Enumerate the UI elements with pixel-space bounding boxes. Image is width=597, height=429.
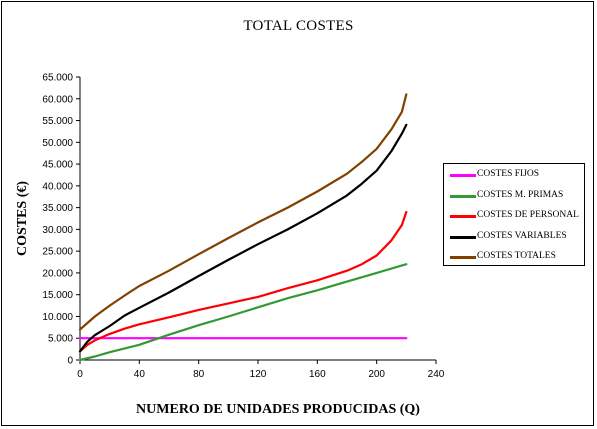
legend: COSTES FIJOS COSTES M. PRIMAS COSTES DE PE… [443, 163, 585, 266]
legend-label: COSTES DE PERSONAL [477, 210, 579, 220]
y-tick-label: 25.000 [42, 247, 73, 258]
chart-title: TOTAL COSTES [243, 18, 354, 34]
x-tick-label: 200 [368, 369, 385, 380]
y-tick-label: 20.000 [42, 268, 73, 279]
legend-item: COSTES VARIABLES [444, 230, 584, 244]
legend-label: COSTES FIJOS [477, 169, 540, 179]
series-line-4 [78, 123, 408, 353]
y-tick-label: 60.000 [42, 94, 73, 105]
x-tick-label: 40 [134, 369, 146, 380]
legend-label: COSTES VARIABLES [477, 230, 567, 241]
x-axis-title: NUMERO DE UNIDADES PRODUCIDAS (Q) [136, 402, 420, 417]
y-tick-label: 40.000 [42, 181, 73, 192]
x-tick-label: 240 [428, 369, 445, 380]
series-line-2 [78, 263, 408, 362]
y-tick-label: 5.000 [48, 334, 73, 345]
legend-swatch [450, 215, 476, 218]
legend-item: COSTES DE PERSONAL [444, 209, 584, 223]
y-tick-label: 30.000 [42, 225, 73, 236]
x-tick-label: 0 [77, 369, 83, 380]
y-tick-label: 10.000 [42, 312, 73, 323]
legend-swatch [450, 194, 476, 198]
legend-item: COSTES M. PRIMAS [444, 189, 584, 203]
y-axis-title: COSTES (€) [15, 181, 30, 256]
y-tick-label: 15.000 [42, 290, 73, 301]
x-tick-label: 80 [193, 369, 205, 380]
y-tick-label: 65.000 [42, 73, 73, 84]
legend-swatch [450, 256, 476, 259]
legend-label: COSTES M. PRIMAS [477, 189, 564, 200]
y-tick-label: 50.000 [42, 138, 73, 149]
y-tick-label: 55.000 [42, 116, 73, 127]
legend-swatch [450, 174, 476, 177]
x-tick-label: 160 [309, 369, 326, 380]
series-line-3 [78, 210, 408, 353]
y-tick-label: 0 [67, 356, 73, 367]
legend-item: COSTES FIJOS [444, 168, 584, 182]
legend-item: COSTES TOTALES [444, 250, 584, 264]
legend-label: COSTES TOTALES [477, 251, 556, 261]
x-tick-label: 120 [250, 369, 267, 380]
series-line-5 [78, 93, 408, 331]
legend-swatch [450, 235, 476, 239]
y-tick-label: 35.000 [42, 203, 73, 214]
y-tick-label: 45.000 [42, 160, 73, 171]
